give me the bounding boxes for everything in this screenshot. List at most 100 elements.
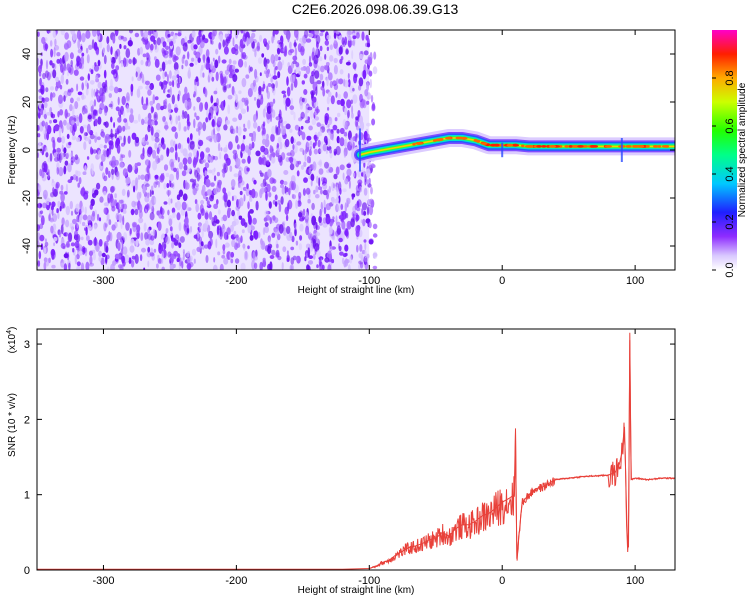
noise-speckle	[326, 34, 332, 40]
noise-speckle	[41, 97, 45, 102]
noise-speckle	[306, 142, 310, 148]
noise-speckle	[311, 118, 317, 126]
noise-speckle	[236, 125, 239, 134]
noise-speckle	[150, 35, 156, 42]
noise-speckle	[60, 243, 66, 249]
noise-speckle	[244, 61, 248, 68]
spectrogram-x-ticks: -300 -200 -100 0 100	[92, 30, 644, 287]
noise-speckle	[310, 173, 315, 182]
noise-speckle	[78, 113, 83, 124]
noise-speckle	[103, 202, 109, 207]
snr-scale-prefix: (x10	[7, 333, 18, 353]
noise-speckle	[315, 34, 321, 45]
noise-speckle	[111, 155, 116, 166]
noise-speckle	[121, 188, 126, 196]
noise-speckle	[239, 39, 244, 48]
noise-speckle	[223, 231, 229, 240]
noise-speckle	[86, 235, 90, 242]
noise-speckle	[327, 107, 330, 111]
noise-speckle	[59, 109, 64, 116]
noise-speckle	[270, 77, 273, 83]
noise-speckle	[364, 249, 367, 259]
noise-speckle	[305, 243, 311, 249]
noise-speckle	[69, 125, 73, 132]
noise-speckle	[289, 231, 293, 239]
noise-speckle	[108, 146, 112, 155]
snr-noise-overlay	[369, 340, 675, 569]
noise-speckle	[271, 185, 277, 192]
noise-speckle	[38, 251, 42, 260]
noise-speckle	[43, 247, 47, 254]
colorbar-ticks: 0.0 0.2 0.4 0.6 0.8	[712, 70, 736, 278]
noise-speckle	[256, 98, 261, 109]
noise-speckle	[253, 262, 258, 270]
noise-speckle	[319, 128, 323, 137]
noise-speckle	[206, 189, 212, 196]
noise-speckle	[361, 207, 364, 216]
noise-speckle	[353, 37, 356, 47]
noise-speckle	[77, 91, 83, 96]
noise-speckle	[314, 30, 319, 36]
noise-speckle	[293, 42, 297, 47]
noise-speckle	[70, 151, 73, 158]
noise-speckle	[203, 38, 209, 44]
signal-hotspot	[492, 143, 501, 147]
noise-speckle	[342, 172, 345, 181]
noise-speckle	[318, 215, 322, 223]
noise-speckle	[152, 149, 157, 159]
noise-speckle	[170, 49, 174, 58]
noise-speckle	[153, 30, 158, 39]
noise-speckle	[292, 194, 296, 200]
noise-speckle	[307, 260, 314, 265]
noise-speckle	[72, 32, 77, 41]
noise-speckle	[308, 30, 312, 34]
noise-speckle	[292, 144, 295, 150]
noise-speckle	[49, 217, 54, 223]
noise-speckle	[294, 228, 297, 237]
noise-speckle	[161, 233, 165, 238]
signal-hotspot	[506, 143, 514, 147]
noise-speckle	[56, 153, 61, 162]
noise-speckle	[187, 99, 192, 110]
noise-speckle	[305, 65, 311, 75]
noise-speckle	[39, 210, 44, 214]
noise-speckle	[170, 229, 173, 236]
noise-speckle	[144, 173, 150, 182]
noise-speckle	[362, 69, 367, 80]
noise-speckle	[50, 111, 54, 118]
noise-speckle	[68, 141, 72, 146]
noise-speckle	[135, 136, 140, 144]
noise-speckle	[211, 118, 215, 127]
noise-speckle	[271, 232, 276, 238]
noise-speckle	[176, 82, 180, 89]
noise-speckle	[303, 73, 308, 79]
noise-speckle	[283, 181, 288, 186]
noise-speckle	[284, 185, 287, 194]
noise-speckle	[51, 92, 56, 98]
noise-speckle	[205, 49, 210, 58]
noise-speckle	[169, 262, 174, 270]
noise-speckle	[308, 33, 314, 38]
noise-speckle	[151, 120, 155, 126]
noise-speckle	[117, 96, 120, 106]
noise-speckle	[366, 122, 371, 127]
noise-speckle	[177, 115, 181, 122]
snr-scale-exponent: 4	[6, 330, 13, 334]
noise-speckle	[63, 191, 68, 195]
noise-speckle	[50, 248, 56, 257]
noise-speckle	[116, 130, 120, 135]
noise-speckle	[338, 237, 343, 243]
noise-speckle	[171, 75, 177, 81]
noise-speckle	[225, 119, 230, 125]
noise-speckle	[329, 152, 333, 159]
noise-speckle	[150, 247, 153, 254]
snr-x-label: Height of straight line (km)	[298, 585, 415, 596]
noise-speckle	[232, 65, 236, 70]
noise-speckle	[326, 189, 330, 197]
noise-speckle	[160, 174, 165, 181]
noise-speckle	[289, 41, 292, 49]
noise-speckle	[169, 146, 175, 153]
noise-speckle	[185, 251, 189, 258]
noise-speckle	[97, 150, 102, 159]
noise-speckle	[366, 179, 370, 185]
